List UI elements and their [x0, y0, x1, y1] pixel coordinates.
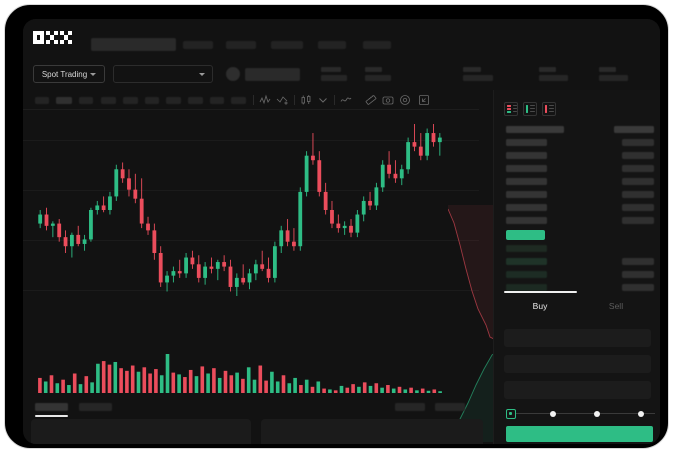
- chevron-down-icon: [90, 72, 97, 76]
- amount-stepper[interactable]: [506, 409, 655, 419]
- amount-field[interactable]: [504, 381, 651, 399]
- nav-item-1[interactable]: [183, 41, 213, 49]
- timeframe-9[interactable]: [210, 97, 224, 104]
- chevron-down-icon[interactable]: [317, 94, 329, 106]
- logo-o-icon: [33, 31, 44, 44]
- submit-order-button[interactable]: [506, 426, 653, 442]
- toolbar-divider: [253, 95, 254, 105]
- tab-sell-label: Sell: [608, 301, 624, 311]
- logo-k-icon: [46, 31, 58, 44]
- price-field[interactable]: [504, 355, 651, 373]
- stat-change: [365, 67, 391, 81]
- orderbook-sidebar: Buy Sell: [493, 90, 660, 444]
- logo-x-icon: [60, 31, 72, 44]
- nav-item-4[interactable]: [318, 41, 346, 49]
- timeframe-7[interactable]: [166, 97, 181, 104]
- timeframe-5[interactable]: [123, 97, 138, 104]
- orderbook-spread: [506, 230, 545, 240]
- pair-selector[interactable]: [113, 65, 213, 83]
- market-depth-chart: [448, 205, 506, 442]
- stepper-node-3[interactable]: [594, 410, 600, 417]
- camera-icon[interactable]: [382, 94, 394, 106]
- ticker-bar: Spot Trading: [23, 57, 660, 90]
- tab-buy-label: Buy: [532, 301, 548, 311]
- stat-high: [463, 67, 493, 81]
- bottom-card-left[interactable]: [31, 419, 251, 444]
- action-1[interactable]: [395, 403, 425, 411]
- nav-item-5[interactable]: [363, 41, 391, 49]
- tab-sell[interactable]: Sell: [578, 293, 654, 319]
- tab-order-history[interactable]: [79, 403, 112, 411]
- stepper-node-active[interactable]: [506, 409, 516, 419]
- timeframe-1[interactable]: [35, 97, 49, 104]
- volume-histogram: [38, 354, 442, 393]
- timeframe-3[interactable]: [79, 97, 93, 104]
- orderbook-mode-bids-icon[interactable]: [523, 102, 537, 116]
- toolbar-divider: [294, 95, 295, 105]
- tab-open-orders[interactable]: [35, 403, 68, 411]
- stepper-node-4[interactable]: [638, 410, 644, 417]
- buy-tab-underline: [504, 291, 577, 293]
- orderbook-mode-both-icon[interactable]: [504, 102, 518, 116]
- timeframe-4[interactable]: [101, 97, 116, 104]
- coin-avatar: [226, 67, 240, 81]
- bottom-tabs: [23, 399, 493, 417]
- market-type-label: Spot Trading: [41, 69, 88, 79]
- device-bezel: Spot Trading: [4, 4, 669, 449]
- tab-buy[interactable]: Buy: [502, 291, 578, 319]
- timeframe-10[interactable]: [231, 97, 246, 104]
- settings-icon[interactable]: [399, 94, 411, 106]
- candle-type-icon[interactable]: [300, 94, 312, 106]
- orderbook-view-modes: [504, 102, 556, 116]
- active-tab-underline: [35, 415, 68, 417]
- stepper-node-2[interactable]: [550, 410, 556, 417]
- search-input[interactable]: [91, 38, 176, 51]
- candlestick-chart: [38, 124, 442, 296]
- stepper-rail: [510, 413, 655, 415]
- orderbook-mode-asks-icon[interactable]: [542, 102, 556, 116]
- bottom-card-right[interactable]: [261, 419, 483, 444]
- nav-item-3[interactable]: [271, 41, 303, 49]
- stat-volume: [599, 67, 628, 81]
- timeframe-6[interactable]: [145, 97, 159, 104]
- chart-area[interactable]: [23, 110, 506, 442]
- timeframe-2[interactable]: [56, 97, 72, 104]
- top-header: [23, 19, 660, 57]
- device-screen: Spot Trading: [23, 19, 660, 444]
- order-type-field[interactable]: [504, 329, 651, 347]
- indicators-icon[interactable]: [259, 94, 271, 106]
- action-2[interactable]: [435, 403, 465, 411]
- order-form-tabs: Buy Sell: [502, 291, 654, 319]
- ruler-icon[interactable]: [365, 94, 377, 106]
- line-chart-icon[interactable]: [340, 94, 352, 106]
- market-type-selector[interactable]: Spot Trading: [33, 65, 105, 83]
- chart-toolbar: [23, 90, 479, 110]
- okx-logo[interactable]: [33, 31, 72, 44]
- nav-item-2[interactable]: [226, 41, 256, 49]
- pair-name: [245, 68, 300, 81]
- toolbar-divider: [334, 95, 335, 105]
- timeframe-8[interactable]: [188, 97, 203, 104]
- chevron-down-icon: [199, 73, 205, 76]
- fullscreen-icon[interactable]: [418, 94, 430, 106]
- stat-low: [539, 67, 568, 81]
- compare-icon[interactable]: [276, 94, 288, 106]
- stat-last-price: [321, 67, 347, 81]
